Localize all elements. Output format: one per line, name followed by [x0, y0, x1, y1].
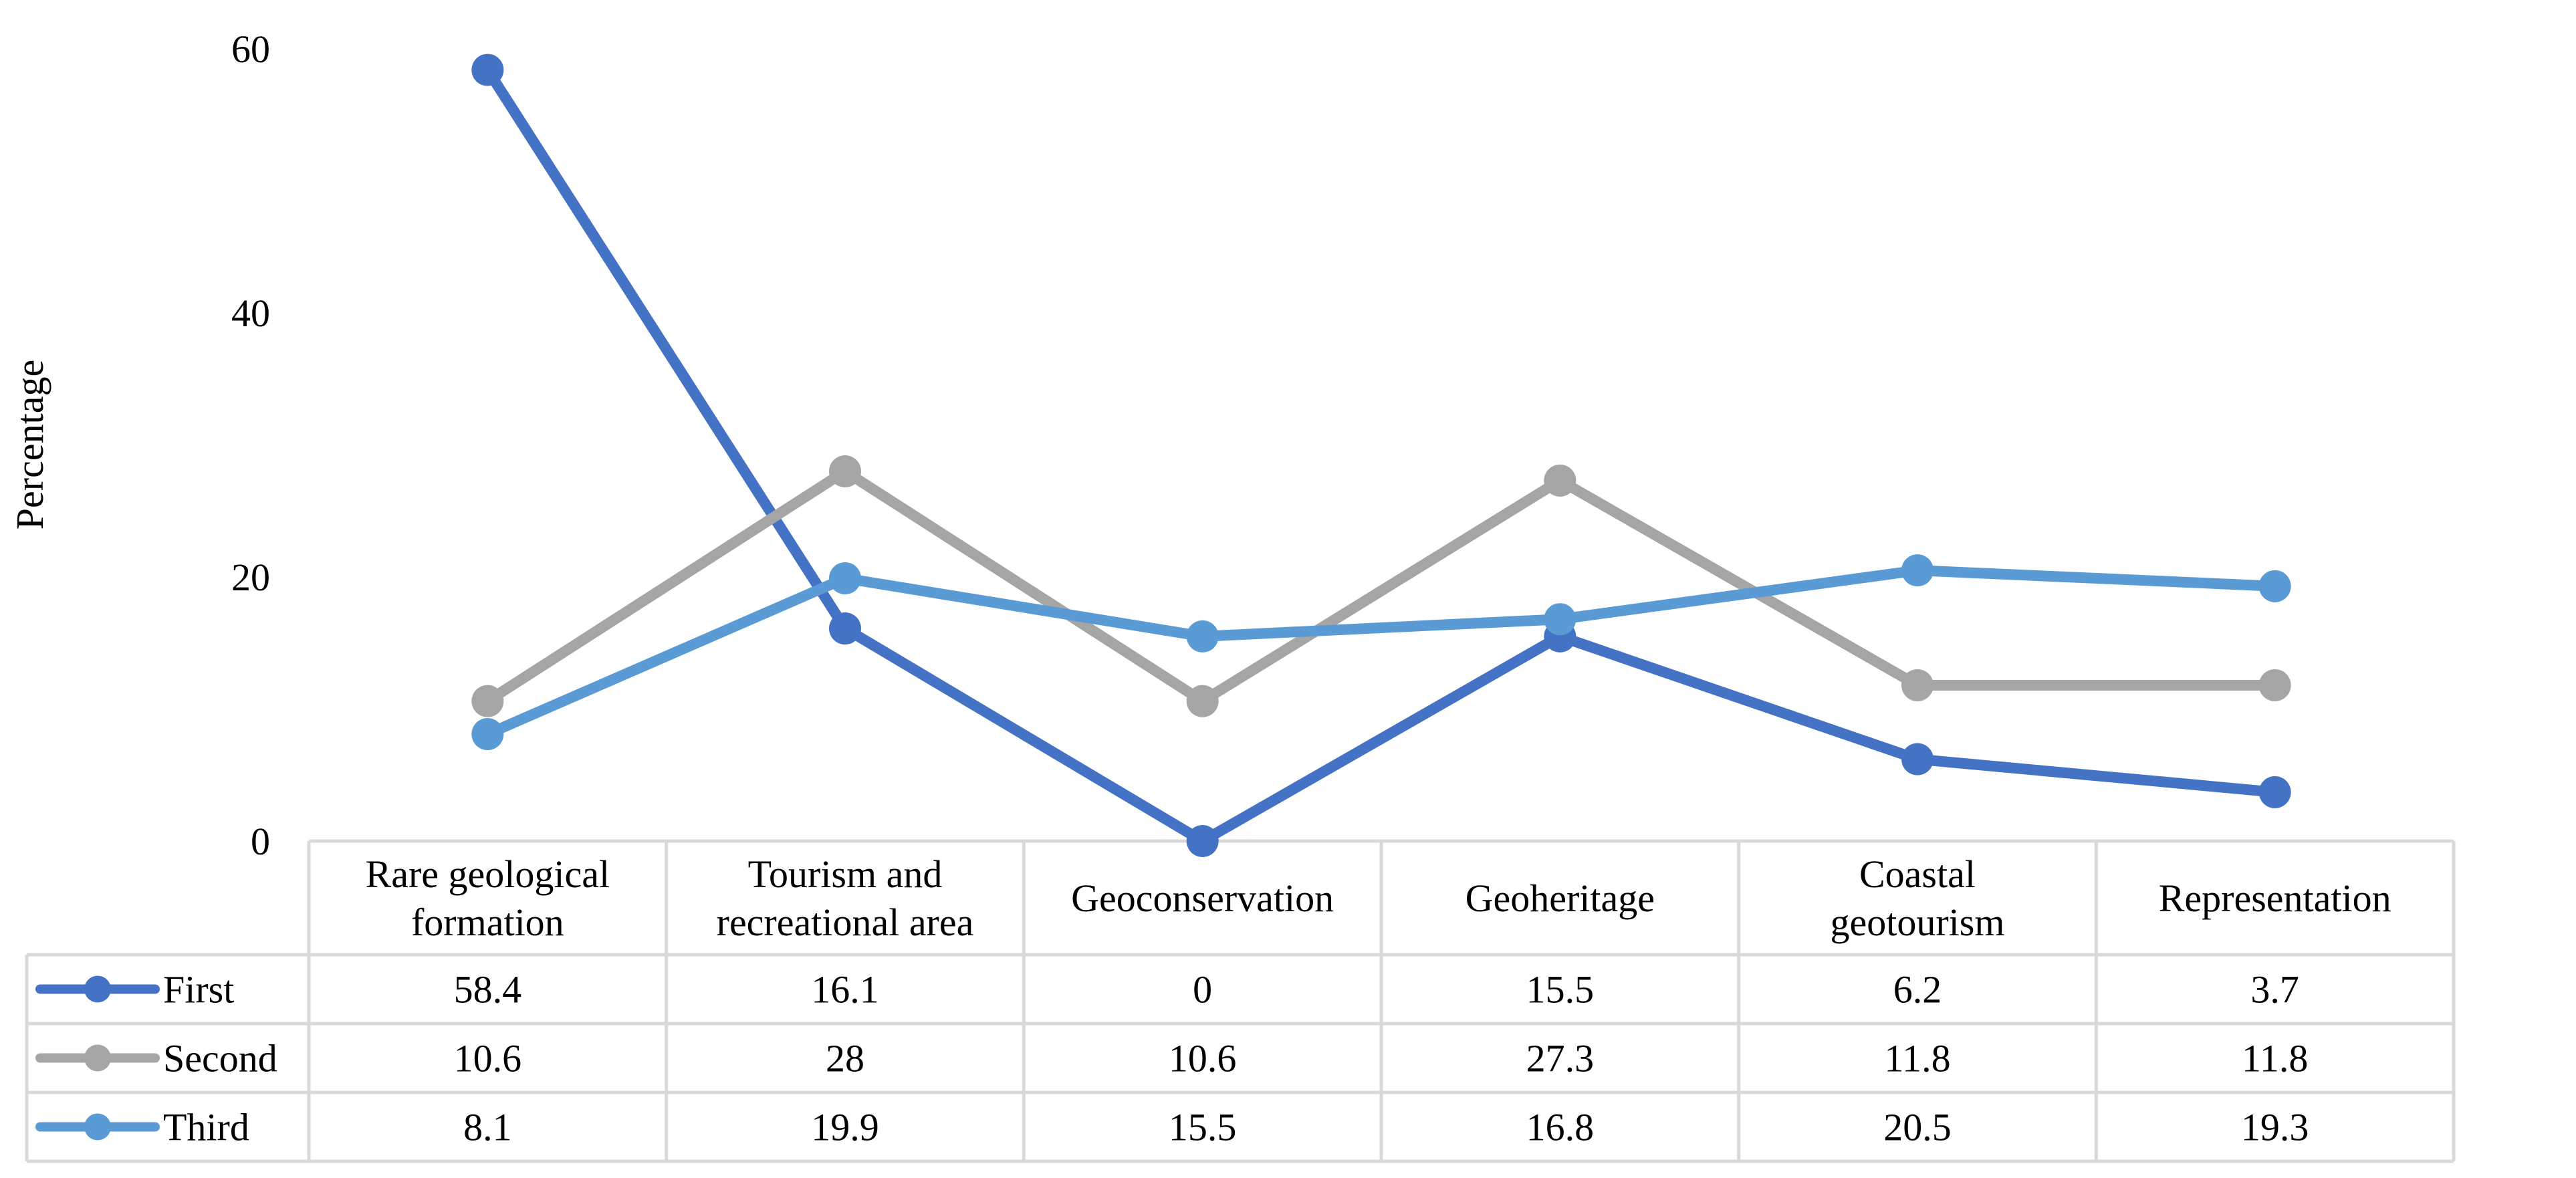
y-tick-label: 20 [231, 556, 270, 599]
table-cell-value: 19.3 [2241, 1106, 2309, 1149]
series-line [482, 466, 2280, 707]
data-table: Rare geological formation Tourism and recre… [25, 839, 2456, 1163]
data-point [1544, 603, 1576, 636]
table-cell-value: 10.6 [454, 1037, 522, 1080]
table-cell-value: 0 [1193, 968, 1212, 1012]
y-tick-label: 60 [231, 27, 270, 71]
table-cell-value: 11.8 [1884, 1037, 1950, 1080]
legend-key-marker [84, 975, 111, 1003]
data-point [829, 455, 861, 487]
table-cell-value: 11.8 [2242, 1037, 2308, 1080]
data-point [2258, 776, 2291, 808]
legend-series-name: Third [163, 1106, 249, 1149]
category-label: Representation [2159, 876, 2391, 920]
legend-key-marker [84, 1113, 111, 1141]
data-point [1186, 825, 1219, 857]
series-line [482, 565, 2280, 740]
table-cell-value: 3.7 [2250, 968, 2299, 1012]
table-cell-value: 19.9 [811, 1106, 879, 1149]
series-first [471, 53, 2291, 857]
category-label: recreational area [717, 901, 974, 944]
y-axis-title: Percentage [8, 360, 51, 529]
table-cell-value: 6.2 [1893, 968, 1942, 1012]
plot-area [471, 53, 2291, 857]
y-tick-label: 40 [231, 291, 270, 335]
data-point [471, 718, 504, 751]
table-cell-value: 16.1 [811, 968, 879, 1012]
data-point [471, 685, 504, 717]
data-point [1186, 685, 1219, 717]
series-line [482, 64, 2280, 846]
category-label: geotourism [1831, 901, 2005, 944]
series-second [471, 455, 2291, 717]
legend-series-name: First [163, 968, 234, 1012]
table-cell-value: 20.5 [1883, 1106, 1952, 1149]
category-label: Geoconservation [1071, 876, 1334, 920]
table-cell-value: 28 [826, 1037, 864, 1080]
table-cell-value: 15.5 [1169, 1106, 1237, 1149]
series-third [471, 554, 2291, 751]
data-point [829, 612, 861, 645]
category-label: Tourism and [748, 852, 943, 896]
legend-series-name: Second [163, 1037, 277, 1080]
data-point [1544, 464, 1576, 497]
table-cell-value: 15.5 [1526, 968, 1595, 1012]
data-point [2258, 669, 2291, 701]
table-cell-value: 8.1 [463, 1106, 512, 1149]
data-point [471, 53, 504, 86]
data-point [1186, 620, 1219, 653]
table-cell-value: 16.8 [1526, 1106, 1595, 1149]
data-point [1901, 554, 1934, 587]
y-axis: 0 20 40 60 Percentage [8, 27, 270, 863]
data-point [1901, 669, 1934, 701]
y-tick-label: 0 [251, 820, 270, 863]
data-point [829, 562, 861, 594]
legend-key-marker [84, 1044, 111, 1072]
data-point [1901, 743, 1934, 776]
category-label: formation [411, 901, 564, 944]
category-label: Coastal [1859, 852, 1976, 896]
table-cell-value: 27.3 [1526, 1037, 1595, 1080]
category-label: Rare geological [366, 852, 610, 896]
table-cell-value: 10.6 [1169, 1037, 1237, 1080]
table-cell-value: 58.4 [454, 968, 522, 1012]
data-point [2258, 570, 2291, 602]
category-label: Geoheritage [1466, 876, 1655, 920]
